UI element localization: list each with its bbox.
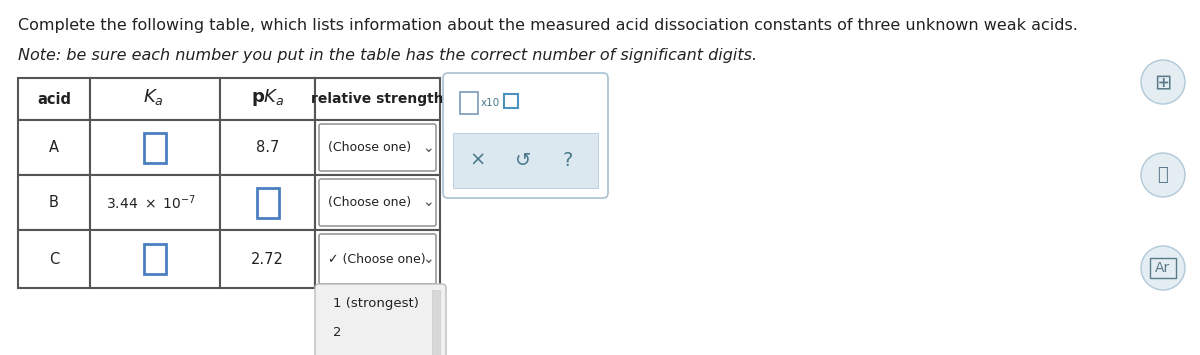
Text: Complete the following table, which lists information about the measured acid di: Complete the following table, which list… xyxy=(18,18,1078,33)
FancyBboxPatch shape xyxy=(319,234,436,284)
Text: 1 (strongest): 1 (strongest) xyxy=(334,296,419,310)
FancyBboxPatch shape xyxy=(314,284,446,355)
Bar xyxy=(314,230,440,288)
Text: Ar: Ar xyxy=(1156,261,1171,275)
Bar xyxy=(144,244,166,274)
Bar xyxy=(90,120,220,175)
Text: $3.44\ \times\ 10^{-7}$: $3.44\ \times\ 10^{-7}$ xyxy=(106,193,196,212)
Bar xyxy=(314,78,440,120)
Text: 2.72: 2.72 xyxy=(251,251,284,267)
Bar xyxy=(144,132,166,163)
Text: ↺: ↺ xyxy=(515,151,532,170)
Text: $\mathit{K}_a$: $\mathit{K}_a$ xyxy=(143,87,163,107)
Text: $\mathbf{p}\mathit{K}_a$: $\mathbf{p}\mathit{K}_a$ xyxy=(251,87,284,108)
Circle shape xyxy=(1141,60,1186,104)
Text: ×: × xyxy=(470,151,486,170)
Text: relative strength: relative strength xyxy=(311,92,444,106)
Bar xyxy=(220,230,314,288)
Bar xyxy=(90,230,220,288)
Bar xyxy=(314,175,440,230)
Bar xyxy=(454,133,598,188)
Bar xyxy=(220,120,314,175)
FancyBboxPatch shape xyxy=(319,124,436,171)
Bar xyxy=(18,175,90,230)
Text: 8.7: 8.7 xyxy=(256,140,280,155)
Circle shape xyxy=(1141,246,1186,290)
Text: (Choose one): (Choose one) xyxy=(328,141,412,154)
Bar xyxy=(18,78,90,120)
Text: ✓ (Choose one): ✓ (Choose one) xyxy=(328,252,426,266)
Circle shape xyxy=(1141,153,1186,197)
Text: B: B xyxy=(49,195,59,210)
Bar xyxy=(1150,258,1176,278)
Bar xyxy=(460,92,478,114)
Bar xyxy=(257,187,278,218)
Text: C: C xyxy=(49,251,59,267)
Bar xyxy=(90,78,220,120)
Bar xyxy=(504,94,518,108)
Bar xyxy=(220,78,314,120)
FancyBboxPatch shape xyxy=(443,73,608,198)
Bar xyxy=(90,175,220,230)
Bar xyxy=(220,175,314,230)
FancyBboxPatch shape xyxy=(319,179,436,226)
Text: acid: acid xyxy=(37,92,71,106)
Text: x10: x10 xyxy=(481,98,500,108)
Bar xyxy=(18,120,90,175)
Text: (Choose one): (Choose one) xyxy=(328,196,412,209)
Text: ?: ? xyxy=(563,151,574,170)
Bar xyxy=(314,120,440,175)
Text: ⊞: ⊞ xyxy=(1154,72,1171,92)
Text: ⌄: ⌄ xyxy=(422,196,434,209)
Text: ⌄: ⌄ xyxy=(422,252,434,266)
Text: Note: be sure each number you put in the table has the correct number of signifi: Note: be sure each number you put in the… xyxy=(18,48,757,63)
Text: A: A xyxy=(49,140,59,155)
Text: 📊: 📊 xyxy=(1158,166,1169,184)
Text: ⌄: ⌄ xyxy=(422,141,434,154)
Bar xyxy=(18,230,90,288)
Text: 2: 2 xyxy=(334,327,342,339)
Bar xyxy=(432,290,440,355)
